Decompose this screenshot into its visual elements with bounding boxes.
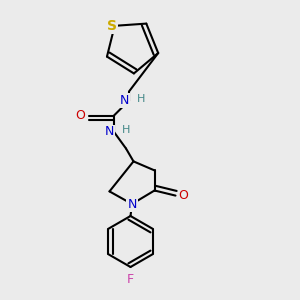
Text: F: F (127, 273, 134, 286)
Text: S: S (106, 19, 117, 33)
Text: O: O (178, 189, 188, 202)
Text: H: H (136, 94, 145, 104)
Text: H: H (122, 125, 130, 136)
Text: O: O (76, 109, 85, 122)
Text: N: N (127, 197, 137, 211)
Text: N: N (105, 125, 114, 139)
Text: N: N (120, 94, 129, 107)
